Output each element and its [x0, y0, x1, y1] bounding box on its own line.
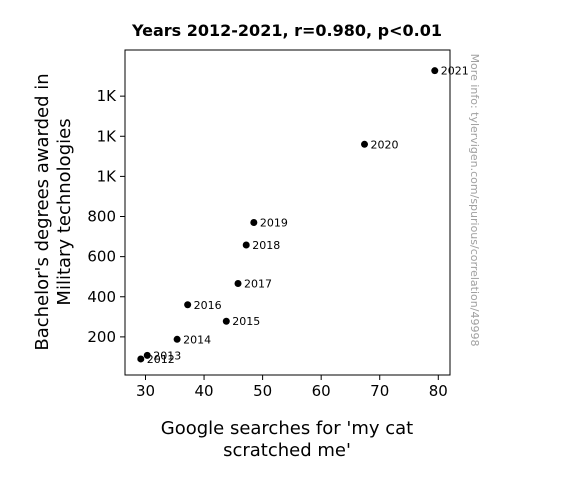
data-point-2021 — [431, 67, 439, 75]
data-point-label-2020: 2020 — [371, 138, 399, 151]
data-point-label-2016: 2016 — [194, 299, 222, 312]
y-axis-label-line-2: Military technologies — [54, 118, 75, 305]
x-axis-label-line-2: scratched me' — [223, 440, 351, 461]
data-point-label-2014: 2014 — [183, 333, 211, 346]
x-axis: 30 40 50 60 70 80 — [136, 375, 448, 400]
y-tick-label: 1K — [97, 87, 118, 105]
y-tick-label: 1K — [97, 167, 118, 185]
data-point-2016 — [184, 301, 192, 309]
watermark-text: More info: tylervigen.com/spurious/corre… — [468, 54, 481, 347]
y-axis-label-line-1: Bachelor's degrees awarded in — [32, 73, 53, 350]
y-tick-label: 400 — [87, 288, 116, 306]
chart-title: Years 2012-2021, r=0.980, p<0.01 — [131, 21, 442, 40]
y-axis: 200 400 600 800 1K 1K 1K — [87, 87, 125, 346]
y-tick-label: 600 — [87, 248, 116, 266]
data-point-2014 — [173, 335, 181, 343]
x-tick-label: 40 — [195, 382, 214, 400]
data-point-2019 — [250, 219, 258, 227]
data-point-2015 — [222, 317, 230, 325]
x-tick-label: 80 — [429, 382, 448, 400]
y-tick-label: 800 — [87, 208, 116, 226]
data-point-2012 — [137, 355, 145, 363]
data-point-label-2017: 2017 — [244, 278, 272, 291]
data-point-label-2018: 2018 — [252, 239, 280, 252]
data-point-label-2012: 2012 — [147, 353, 175, 366]
y-tick-label: 200 — [87, 328, 116, 346]
plot-frame — [124, 49, 451, 376]
y-tick-label: 1K — [97, 127, 118, 145]
data-point-label-2015: 2015 — [232, 315, 260, 328]
x-tick-label: 50 — [253, 382, 272, 400]
x-tick-label: 60 — [312, 382, 331, 400]
data-point-label-2019: 2019 — [260, 217, 288, 230]
data-point-label-2013: 2013 — [153, 349, 181, 362]
data-point-2013 — [143, 351, 151, 359]
x-tick-label: 30 — [136, 382, 155, 400]
x-tick-label: 70 — [370, 382, 389, 400]
data-point-label-2021: 2021 — [441, 65, 469, 78]
data-point-2018 — [242, 241, 250, 249]
data-point-2017 — [234, 280, 242, 288]
data-point-2020 — [361, 140, 369, 148]
x-axis-label-line-1: Google searches for 'my cat — [161, 418, 413, 439]
